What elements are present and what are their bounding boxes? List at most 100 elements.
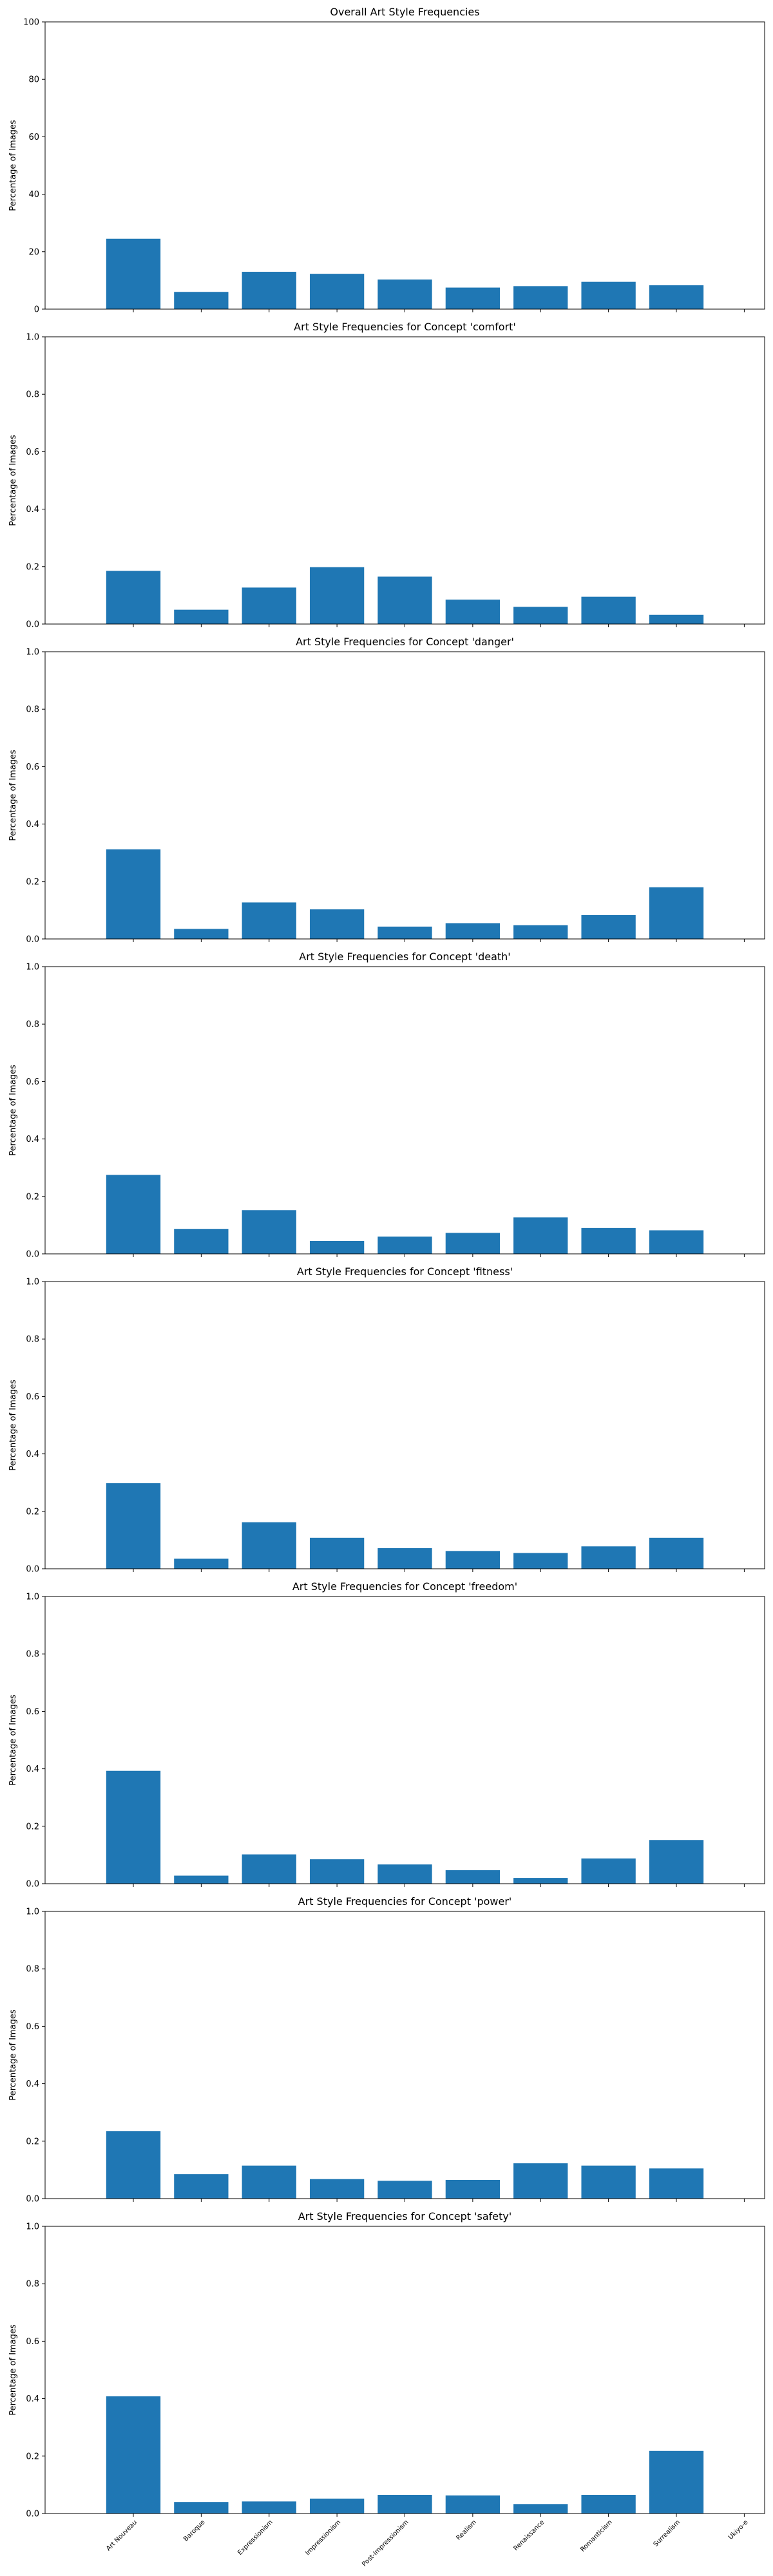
bar-6-4	[377, 2181, 432, 2199]
bar-6-8	[649, 2168, 704, 2199]
bar-0-6	[513, 286, 568, 309]
bar-5-7	[581, 1858, 636, 1884]
y-tick-label-1-1: 0.2	[26, 562, 39, 572]
bar-6-2	[242, 2165, 296, 2199]
bar-3-5	[445, 1233, 501, 1254]
y-axis-label-0: Percentage of Images	[8, 120, 18, 211]
bar-0-4	[377, 279, 432, 309]
bar-0-3	[309, 274, 365, 309]
plot-frame-5	[44, 1596, 765, 1884]
plot-frame-1	[44, 336, 765, 625]
bar-3-2	[242, 1210, 296, 1254]
bar-6-6	[513, 2163, 568, 2199]
x-tick-label-1: Baroque	[182, 2519, 206, 2543]
bar-5-5	[445, 1870, 501, 1884]
y-tick-label-2-2: 0.4	[26, 820, 39, 829]
bar-7-2	[242, 2501, 296, 2514]
bar-6-1	[174, 2174, 229, 2199]
bar-6-3	[309, 2179, 365, 2199]
y-axis-label-7: Percentage of Images	[8, 2324, 18, 2416]
y-tick-label-4-2: 0.4	[26, 1450, 39, 1459]
y-tick-label-2-4: 0.8	[26, 705, 39, 715]
bar-4-6	[513, 1553, 568, 1569]
y-tick-label-0-1: 20	[28, 247, 39, 257]
x-tick-label-8: Surrealism	[653, 2519, 682, 2548]
y-tick-label-7-0: 0.0	[26, 2510, 39, 2519]
y-tick-label-7-1: 0.2	[26, 2452, 39, 2461]
y-tick-label-7-4: 0.8	[26, 2280, 39, 2289]
bar-7-7	[581, 2495, 636, 2514]
x-tick-label-0: Art Nouveau	[105, 2519, 138, 2552]
y-tick-label-4-3: 0.6	[26, 1392, 39, 1402]
y-tick-label-1-3: 0.6	[26, 448, 39, 457]
plot-frame-7	[44, 2226, 765, 2514]
bar-3-8	[649, 1230, 704, 1254]
bar-7-8	[649, 2450, 704, 2514]
y-tick-label-7-2: 0.4	[26, 2394, 39, 2404]
chart-title-2: Art Style Frequencies for Concept 'dange…	[296, 636, 514, 648]
y-axis-label-6: Percentage of Images	[8, 2009, 18, 2101]
bar-5-3	[309, 1859, 365, 1884]
bar-4-7	[581, 1546, 636, 1569]
y-axis-label-2: Percentage of Images	[8, 750, 18, 841]
bar-0-0	[106, 238, 161, 309]
bar-1-8	[649, 614, 704, 624]
y-tick-label-1-0: 0.0	[26, 620, 39, 630]
y-tick-label-4-4: 0.8	[26, 1335, 39, 1345]
bar-4-8	[649, 1537, 704, 1569]
bar-2-5	[445, 923, 501, 939]
x-tick-label-6: Renaissance	[512, 2519, 546, 2552]
bar-2-4	[377, 926, 432, 939]
y-tick-label-2-5: 1.0	[26, 648, 39, 658]
bar-3-7	[581, 1227, 636, 1254]
bar-5-2	[242, 1854, 296, 1884]
bar-1-2	[242, 587, 296, 624]
bar-4-4	[377, 1548, 432, 1569]
bar-0-5	[445, 287, 501, 309]
y-tick-label-6-1: 0.2	[26, 2137, 39, 2146]
x-tick-label-9: Ukiyo-e	[727, 2519, 750, 2541]
bar-0-8	[649, 285, 704, 309]
x-tick-label-7: Romanticism	[579, 2519, 614, 2553]
x-tick-label-4: Post-Impressionism	[361, 2519, 410, 2568]
plot-frame-0	[44, 21, 765, 310]
chart-title-4: Art Style Frequencies for Concept 'fitne…	[297, 1265, 513, 1278]
bar-7-3	[309, 2498, 365, 2514]
y-tick-label-5-5: 1.0	[26, 1593, 39, 1602]
bar-1-4	[377, 576, 432, 624]
bar-5-0	[106, 1770, 161, 1884]
bar-4-2	[242, 1522, 296, 1569]
bar-1-0	[106, 571, 161, 624]
bar-2-1	[174, 929, 229, 939]
bar-3-4	[377, 1236, 432, 1254]
y-axis-label-5: Percentage of Images	[8, 1694, 18, 1786]
bar-3-6	[513, 1217, 568, 1254]
chart-title-6: Art Style Frequencies for Concept 'power…	[298, 1895, 512, 1908]
bar-2-2	[242, 902, 296, 939]
bar-4-1	[174, 1558, 229, 1569]
y-tick-label-5-0: 0.0	[26, 1880, 39, 1889]
bar-6-0	[106, 2131, 161, 2199]
y-tick-label-3-1: 0.2	[26, 1192, 39, 1202]
bar-4-0	[106, 1483, 161, 1569]
y-tick-label-5-2: 0.4	[26, 1765, 39, 1774]
x-tick-label-5: Realism	[455, 2519, 478, 2542]
y-tick-label-5-4: 0.8	[26, 1650, 39, 1660]
plot-frame-3	[44, 966, 765, 1255]
bar-2-6	[513, 925, 568, 939]
y-tick-label-3-3: 0.6	[26, 1077, 39, 1087]
y-tick-label-5-3: 0.6	[26, 1707, 39, 1717]
bar-1-1	[174, 609, 229, 624]
chart-title-0: Overall Art Style Frequencies	[330, 6, 479, 18]
plot-frame-6	[44, 1911, 765, 2199]
bar-2-3	[309, 909, 365, 939]
y-tick-label-0-4: 80	[28, 75, 39, 85]
bar-1-3	[309, 567, 365, 624]
x-tick-label-3: Impressionism	[304, 2519, 342, 2557]
bar-3-0	[106, 1175, 161, 1254]
bar-5-8	[649, 1840, 704, 1884]
chart-title-5: Art Style Frequencies for Concept 'freed…	[292, 1580, 517, 1593]
bar-0-2	[242, 272, 296, 309]
y-axis-label-3: Percentage of Images	[8, 1065, 18, 1156]
